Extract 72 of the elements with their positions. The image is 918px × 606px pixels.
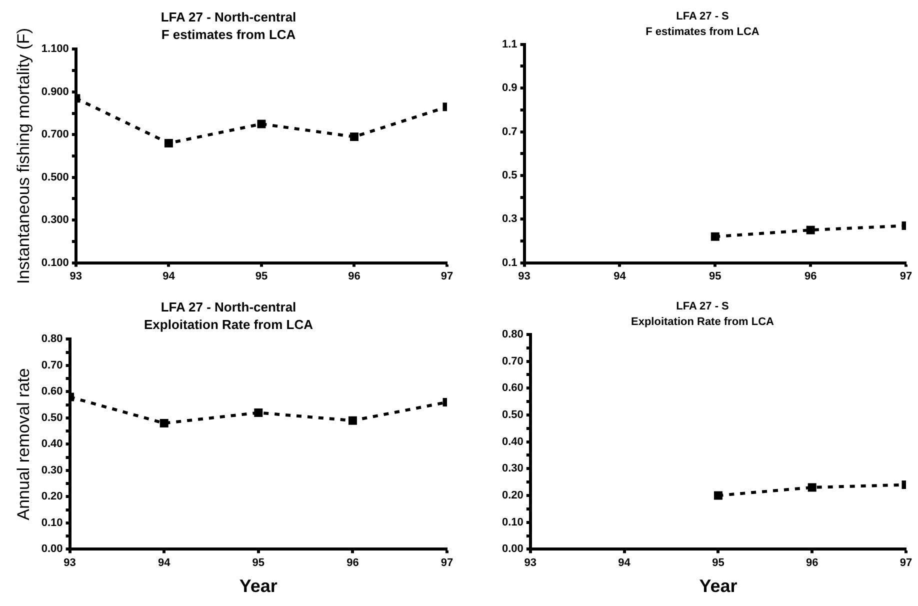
x-tick-label: 96 bbox=[348, 270, 360, 282]
point bbox=[710, 232, 720, 241]
y-tick-label: 0.20 bbox=[502, 490, 524, 502]
y-axis-title: Annual removal rate bbox=[14, 368, 33, 520]
point bbox=[257, 120, 266, 128]
point bbox=[808, 483, 816, 492]
y-tick-label: 0.9 bbox=[502, 82, 518, 94]
chart-subtitle: Exploitation Rate from LCA bbox=[630, 316, 774, 328]
y-tick-label: 0.40 bbox=[502, 436, 524, 448]
x-tick-label: 97 bbox=[440, 556, 454, 569]
y-tick-label: 0.00 bbox=[502, 543, 524, 556]
y-tick-label: 0.50 bbox=[502, 408, 524, 421]
point bbox=[164, 138, 173, 148]
y-tick-label: 0.70 bbox=[502, 355, 524, 368]
y-tick-label: 0.30 bbox=[502, 462, 524, 475]
y-tick-label: 0.10 bbox=[41, 516, 63, 529]
x-tick-label: 94 bbox=[618, 556, 632, 569]
x-tick-label: 94 bbox=[614, 270, 627, 282]
y-tick-label: 0.700 bbox=[41, 128, 69, 141]
point bbox=[348, 416, 357, 425]
point bbox=[350, 132, 358, 142]
x-tick-label: 96 bbox=[806, 556, 818, 569]
y-tick-label: 0.3 bbox=[502, 213, 518, 226]
chart-title: LFA 27 - North-central bbox=[160, 9, 296, 24]
chart-subtitle: Exploitation Rate from LCA bbox=[144, 316, 314, 332]
y-tick-label: 0.1 bbox=[502, 256, 518, 269]
x-tick-label: 96 bbox=[804, 270, 817, 282]
x-axis-title: Year bbox=[239, 576, 278, 596]
y-tick-label: 0.60 bbox=[502, 382, 524, 394]
x-tick-label: 95 bbox=[255, 270, 268, 282]
y-tick-label: 0.10 bbox=[502, 516, 524, 528]
x-tick-label: 93 bbox=[518, 270, 530, 282]
y-tick-label: 0.80 bbox=[41, 333, 63, 346]
x-tick-label: 97 bbox=[900, 556, 912, 569]
point bbox=[806, 226, 815, 234]
x-tick-label: 93 bbox=[524, 556, 537, 569]
y-tick-label: 0.100 bbox=[41, 256, 69, 269]
x-tick-label: 95 bbox=[709, 270, 722, 282]
chart-subtitle: F estimates from LCA bbox=[646, 26, 760, 38]
y-tick-label: 0.5 bbox=[502, 169, 518, 182]
y-tick-label: 0.00 bbox=[41, 543, 63, 556]
y-tick-label: 1.100 bbox=[41, 43, 69, 56]
chart-subtitle: F estimates from LCA bbox=[161, 26, 296, 42]
x-axis-title: Year bbox=[699, 576, 738, 596]
y-tick-label: 0.7 bbox=[502, 126, 518, 138]
y-tick-label: 0.70 bbox=[41, 359, 63, 372]
y-tick-label: 0.300 bbox=[41, 214, 69, 226]
chart-title: LFA 27 - S bbox=[676, 300, 729, 313]
y-tick-label: 0.30 bbox=[41, 464, 63, 476]
x-tick-label: 94 bbox=[158, 556, 172, 569]
point bbox=[254, 408, 263, 417]
y-axis-title: Instantaneous fishing mortality (F) bbox=[14, 28, 33, 284]
x-tick-label: 95 bbox=[712, 556, 724, 569]
point bbox=[160, 418, 168, 428]
x-tick-label: 96 bbox=[346, 556, 359, 569]
x-tick-label: 94 bbox=[162, 270, 176, 282]
y-tick-label: 0.60 bbox=[41, 386, 63, 398]
y-tick-label: 0.900 bbox=[41, 86, 69, 98]
chart-title: LFA 27 - S bbox=[676, 10, 729, 23]
x-tick-label: 93 bbox=[70, 270, 82, 282]
y-tick-label: 0.40 bbox=[41, 438, 63, 450]
chart-title: LFA 27 - North-central bbox=[160, 299, 296, 314]
y-tick-label: 0.50 bbox=[41, 412, 63, 424]
y-tick-label: 0.80 bbox=[502, 328, 524, 340]
x-tick-label: 97 bbox=[900, 270, 912, 282]
point bbox=[714, 491, 722, 500]
y-tick-label: 0.500 bbox=[41, 171, 69, 184]
x-tick-label: 93 bbox=[64, 556, 76, 569]
x-tick-label: 95 bbox=[252, 556, 265, 569]
x-tick-label: 97 bbox=[440, 270, 454, 282]
y-tick-label: 0.20 bbox=[41, 490, 63, 503]
y-tick-label: 1.1 bbox=[502, 38, 518, 50]
